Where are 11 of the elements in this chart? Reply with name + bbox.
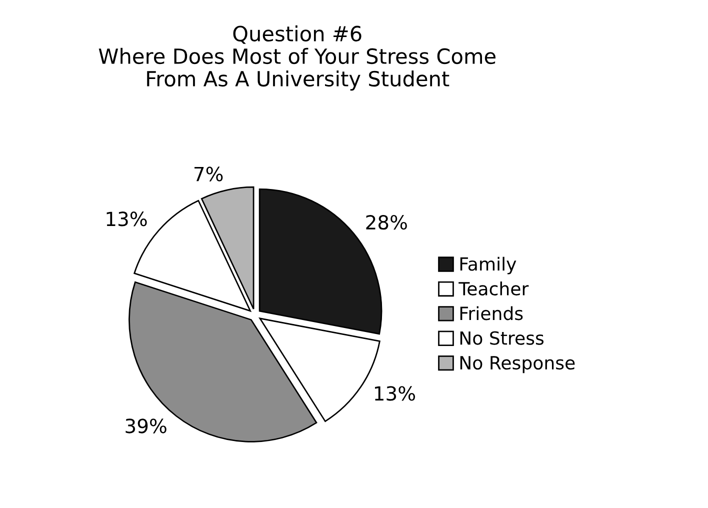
legend-label: No Response bbox=[460, 356, 575, 374]
data-label: 13% bbox=[374, 386, 416, 401]
legend-label: No Stress bbox=[460, 331, 544, 345]
data-label: 7% bbox=[194, 166, 223, 182]
legend-label: Teacher bbox=[458, 282, 529, 296]
data-label: 13% bbox=[106, 212, 147, 226]
data-label: 39% bbox=[126, 418, 166, 434]
data-label: 28% bbox=[366, 214, 407, 230]
legend-label: Friends bbox=[460, 306, 523, 320]
chart-title: Question #6 Where Does Most of Your Stress Come From As A University Student bbox=[98, 25, 496, 91]
legend-label: Family bbox=[460, 256, 516, 274]
